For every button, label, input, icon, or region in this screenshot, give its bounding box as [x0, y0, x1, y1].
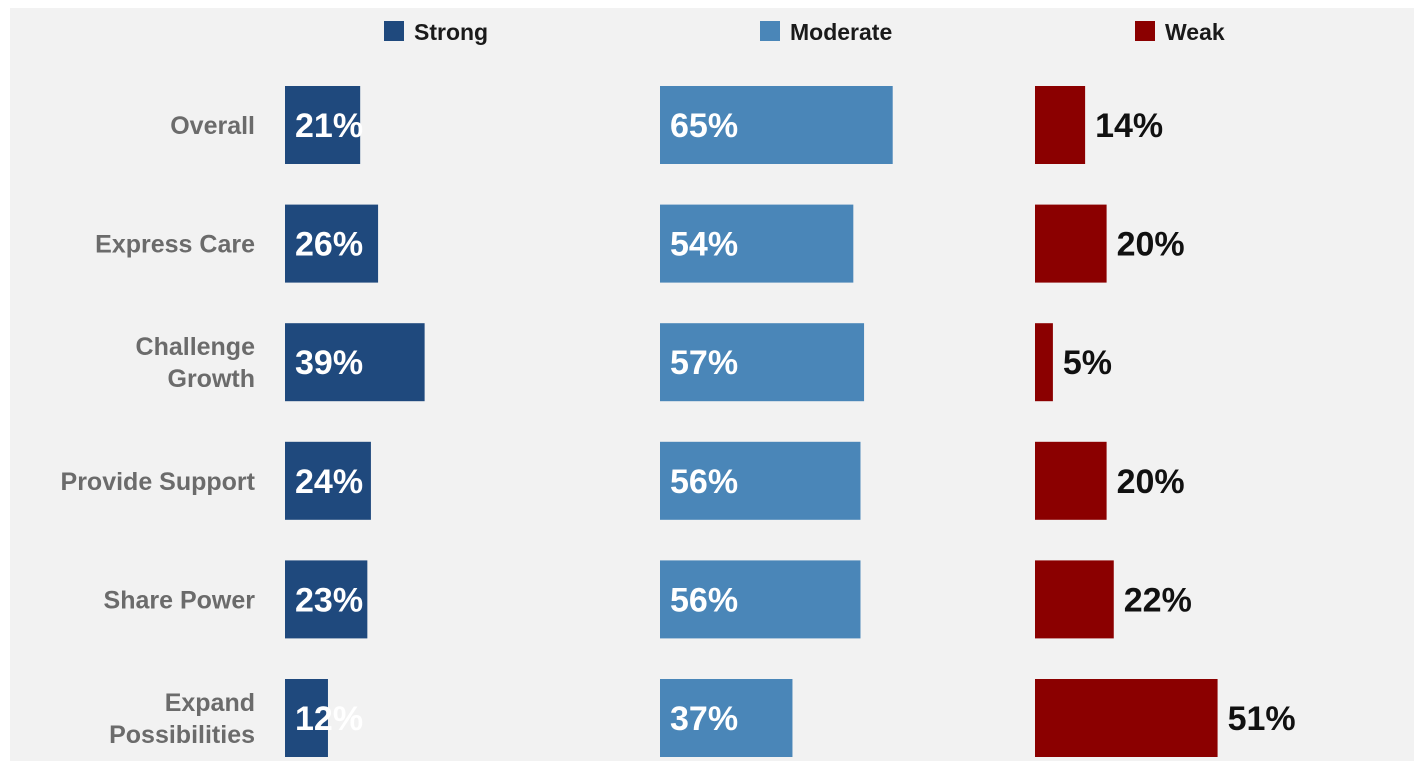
data-label-moderate: 65% [670, 107, 738, 145]
data-label-strong: 26% [295, 226, 363, 264]
data-label-moderate: 37% [670, 700, 738, 738]
data-label-moderate: 57% [670, 344, 738, 382]
legend: Strong Moderate Weak [384, 19, 1225, 45]
bar-strong [285, 86, 361, 164]
category-label: Express Care [95, 231, 255, 259]
data-label-strong: 24% [295, 463, 363, 501]
bar-moderate [660, 441, 861, 520]
legend-swatch-moderate [760, 21, 780, 41]
legend-swatch-weak [1135, 21, 1155, 41]
legend-label-weak: Weak [1165, 19, 1225, 45]
category-label: Share Power [104, 586, 256, 614]
category-label: Expand [165, 689, 255, 717]
bar-moderate [660, 560, 861, 639]
data-label-weak: 14% [1095, 107, 1163, 145]
category-label: Possibilities [109, 721, 255, 749]
category-label: Challenge [136, 333, 256, 361]
data-label-weak: 22% [1124, 581, 1192, 619]
data-label-weak: 20% [1117, 463, 1185, 501]
bars: 21% 26% 39% 24% 23% 12% 65% 54% 57% 56% 56% 37% 14% 2… [285, 86, 1296, 757]
data-label-strong: 12% [295, 700, 363, 738]
bar-weak [1035, 323, 1053, 402]
bar-weak [1035, 204, 1107, 283]
bar-moderate [660, 204, 854, 283]
bar-strong [285, 323, 425, 402]
bar-moderate [660, 86, 893, 164]
bar-weak [1035, 86, 1086, 164]
bar-weak [1035, 560, 1114, 639]
category-labels: Overall Express Care Challenge Growth Provid… [61, 112, 256, 749]
bar-weak [1035, 679, 1218, 757]
category-label: Growth [168, 365, 256, 393]
data-label-strong: 21% [295, 107, 363, 145]
data-label-weak: 20% [1117, 226, 1185, 264]
category-label: Overall [170, 112, 255, 140]
legend-label-moderate: Moderate [790, 19, 892, 45]
bar-strong [285, 204, 379, 283]
data-label-strong: 23% [295, 581, 363, 619]
legend-label-strong: Strong [414, 19, 488, 45]
data-label-moderate: 56% [670, 463, 738, 501]
bar-weak [1035, 441, 1107, 520]
bar-strong [285, 560, 368, 639]
data-label-weak: 51% [1228, 700, 1296, 738]
bar-moderate [660, 323, 865, 402]
legend-swatch-strong [384, 21, 404, 41]
data-label-strong: 39% [295, 344, 363, 382]
category-label: Provide Support [61, 468, 256, 496]
data-label-moderate: 54% [670, 226, 738, 264]
bar-strong [285, 679, 328, 757]
data-label-moderate: 56% [670, 581, 738, 619]
bar-moderate [660, 679, 793, 757]
data-label-weak: 5% [1063, 344, 1112, 382]
bar-strong [285, 441, 371, 520]
